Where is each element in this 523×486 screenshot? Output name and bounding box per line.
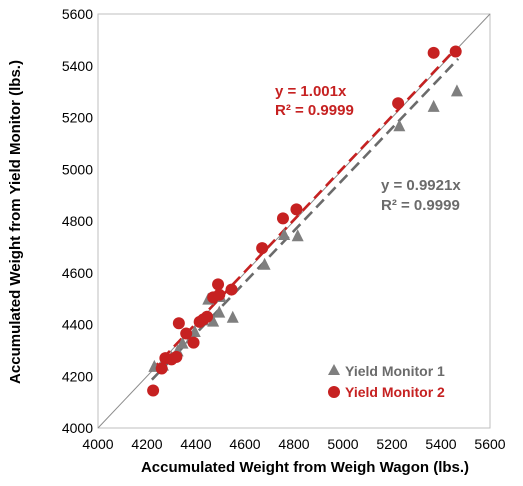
data-point-yield-monitor-2: [213, 288, 226, 301]
y-tick-label: 4000: [62, 420, 93, 436]
legend: Yield Monitor 1 Yield Monitor 2: [320, 356, 480, 406]
data-point-yield-monitor-1: [427, 99, 440, 112]
data-point-yield-monitor-2: [201, 310, 214, 323]
data-point-yield-monitor-1: [176, 336, 189, 349]
y-tick-label: 4600: [62, 265, 93, 281]
data-point-yield-monitor-2: [212, 278, 225, 291]
data-point-yield-monitor-1: [393, 119, 406, 132]
data-point-yield-monitor-2: [187, 336, 200, 349]
y-tick-label: 5600: [62, 6, 93, 22]
data-point-yield-monitor-2: [180, 327, 193, 340]
data-point-yield-monitor-2: [225, 283, 238, 296]
legend-marker-circle: [328, 386, 340, 398]
legend-background: [320, 356, 480, 406]
data-point-yield-monitor-2: [427, 46, 440, 59]
x-tick-label: 4200: [131, 436, 162, 452]
trendline-1-r-squared: R² = 0.9999: [381, 197, 460, 214]
y-tick-label: 5400: [62, 58, 93, 74]
y-tick-label: 4200: [62, 368, 93, 384]
x-axis-tick-labels: 4000 4200 4400 4600 4800 5000 5200 5400 5600: [82, 436, 505, 452]
data-point-yield-monitor-1: [213, 305, 226, 318]
legend-label-yield-monitor-2: Yield Monitor 2: [345, 384, 445, 400]
data-point-yield-monitor-2: [392, 97, 405, 110]
trendline-2-equation: y = 1.001x: [275, 83, 347, 100]
x-tick-label: 4400: [180, 436, 211, 452]
data-point-yield-monitor-1: [207, 314, 220, 327]
x-tick-label: 4000: [82, 436, 113, 452]
x-tick-label: 4800: [278, 436, 309, 452]
data-point-yield-monitor-2: [256, 242, 269, 255]
legend-marker-triangle: [328, 364, 340, 375]
y-tick-label: 5200: [62, 110, 93, 126]
data-point-yield-monitor-2: [170, 350, 183, 363]
data-point-yield-monitor-1: [258, 257, 271, 270]
data-point-yield-monitor-1: [450, 84, 463, 97]
series-yield-monitor-2-points: [147, 45, 462, 397]
x-axis-label: Accumulated Weight from Weigh Wagon (lbs…: [141, 459, 469, 476]
y-tick-label: 4800: [62, 213, 93, 229]
data-point-yield-monitor-1: [226, 310, 239, 323]
trendline-1-equation: y = 0.9921x: [381, 177, 461, 194]
data-point-yield-monitor-1: [291, 229, 304, 242]
data-point-yield-monitor-2: [147, 384, 160, 397]
y-axis-tick-labels: 4000 4200 4400 4600 4800 5000 5200 5400 5600: [62, 6, 93, 436]
data-point-yield-monitor-2: [276, 212, 289, 225]
x-tick-label: 5400: [425, 436, 456, 452]
x-tick-label: 5200: [376, 436, 407, 452]
data-point-yield-monitor-2: [290, 203, 303, 216]
x-tick-label: 5000: [327, 436, 358, 452]
y-axis-label: Accumulated Weight from Yield Monitor (l…: [7, 60, 24, 384]
data-point-yield-monitor-2: [449, 45, 462, 58]
data-point-yield-monitor-1: [278, 227, 291, 240]
plot-area: [97, 13, 491, 429]
data-point-yield-monitor-2: [155, 362, 168, 375]
x-tick-label: 4600: [229, 436, 260, 452]
legend-label-yield-monitor-1: Yield Monitor 1: [345, 363, 445, 379]
y-tick-label: 5000: [62, 161, 93, 177]
y-tick-label: 4400: [62, 317, 93, 333]
data-point-yield-monitor-2: [172, 317, 185, 330]
x-tick-label: 5600: [474, 436, 505, 452]
trendline-2-r-squared: R² = 0.9999: [275, 102, 354, 119]
